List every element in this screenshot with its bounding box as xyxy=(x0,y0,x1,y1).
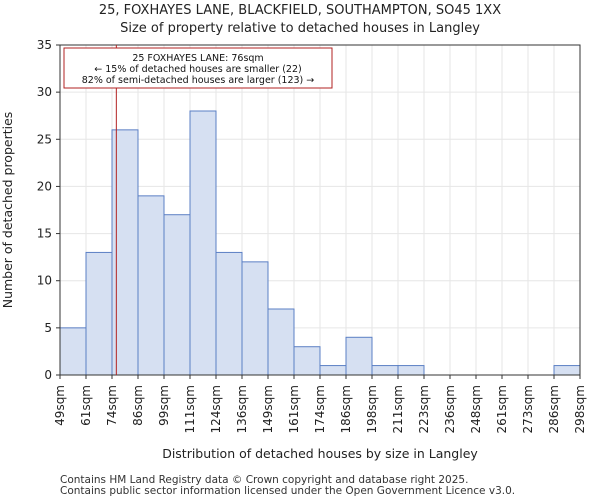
x-tick-label: 273sqm xyxy=(521,385,535,433)
y-tick-label: 35 xyxy=(37,38,52,52)
x-tick-label: 186sqm xyxy=(339,385,353,433)
bar xyxy=(85,251,113,376)
annotation-line-2: ← 15% of detached houses are smaller (22… xyxy=(94,64,301,75)
y-tick-label: 30 xyxy=(37,85,52,99)
annotation-line-3: 82% of semi-detached houses are larger (… xyxy=(82,75,315,86)
y-tick-label: 10 xyxy=(37,274,52,288)
y-tick-label: 15 xyxy=(37,227,52,241)
footer-copyright: Contains HM Land Registry data © Crown c… xyxy=(60,474,469,486)
x-tick-label: 174sqm xyxy=(313,385,327,433)
x-tick-label: 198sqm xyxy=(365,385,379,433)
x-axis-ticks: 49sqm 61sqm 74sqm 86sqm 99sqm 111sqm 124sqm 136… xyxy=(53,375,587,433)
x-tick-label: 99sqm xyxy=(157,385,171,426)
x-tick-label: 136sqm xyxy=(235,385,249,433)
x-tick-label: 49sqm xyxy=(53,385,67,426)
bar xyxy=(59,327,87,376)
bar xyxy=(215,251,243,376)
y-axis-label: Number of detached properties xyxy=(0,112,15,309)
x-tick-label: 261sqm xyxy=(495,385,509,433)
y-tick-label: 0 xyxy=(44,368,52,382)
bar xyxy=(319,365,347,376)
y-tick-label: 5 xyxy=(44,321,52,335)
chart-title: 25, FOXHAYES LANE, BLACKFIELD, SOUTHAMPT… xyxy=(98,3,502,18)
y-axis-ticks: 0 5 10 15 20 25 30 35 xyxy=(37,38,60,382)
bar xyxy=(345,336,373,376)
x-tick-label: 236sqm xyxy=(443,385,457,433)
bar xyxy=(371,365,399,376)
bar xyxy=(267,308,295,376)
x-tick-label: 161sqm xyxy=(287,385,301,433)
annotation-line-1: 25 FOXHAYES LANE: 76sqm xyxy=(132,53,263,64)
x-axis-label: Distribution of detached houses by size … xyxy=(162,446,478,461)
x-tick-label: 124sqm xyxy=(209,385,223,433)
y-tick-label: 20 xyxy=(37,179,52,193)
bar xyxy=(189,110,217,376)
annotation-box: 25 FOXHAYES LANE: 76sqm ← 15% of detache… xyxy=(63,47,333,89)
x-tick-label: 211sqm xyxy=(391,385,405,433)
bar xyxy=(241,261,269,376)
bar xyxy=(137,195,165,376)
footer-licence: Contains public sector information licen… xyxy=(60,485,516,497)
bar xyxy=(293,346,321,376)
x-tick-label: 61sqm xyxy=(79,385,93,426)
x-tick-label: 149sqm xyxy=(261,385,275,433)
y-tick-label: 25 xyxy=(37,132,52,146)
x-tick-label: 111sqm xyxy=(183,385,197,433)
x-tick-label: 298sqm xyxy=(573,385,587,433)
x-tick-label: 86sqm xyxy=(131,385,145,426)
x-tick-label: 223sqm xyxy=(417,385,431,433)
bar xyxy=(163,214,191,376)
x-tick-label: 286sqm xyxy=(547,385,561,433)
chart-subtitle: Size of property relative to detached ho… xyxy=(120,21,480,36)
bar xyxy=(553,365,581,376)
x-tick-label: 74sqm xyxy=(105,385,119,426)
bar xyxy=(397,365,425,376)
x-tick-label: 248sqm xyxy=(469,385,483,433)
